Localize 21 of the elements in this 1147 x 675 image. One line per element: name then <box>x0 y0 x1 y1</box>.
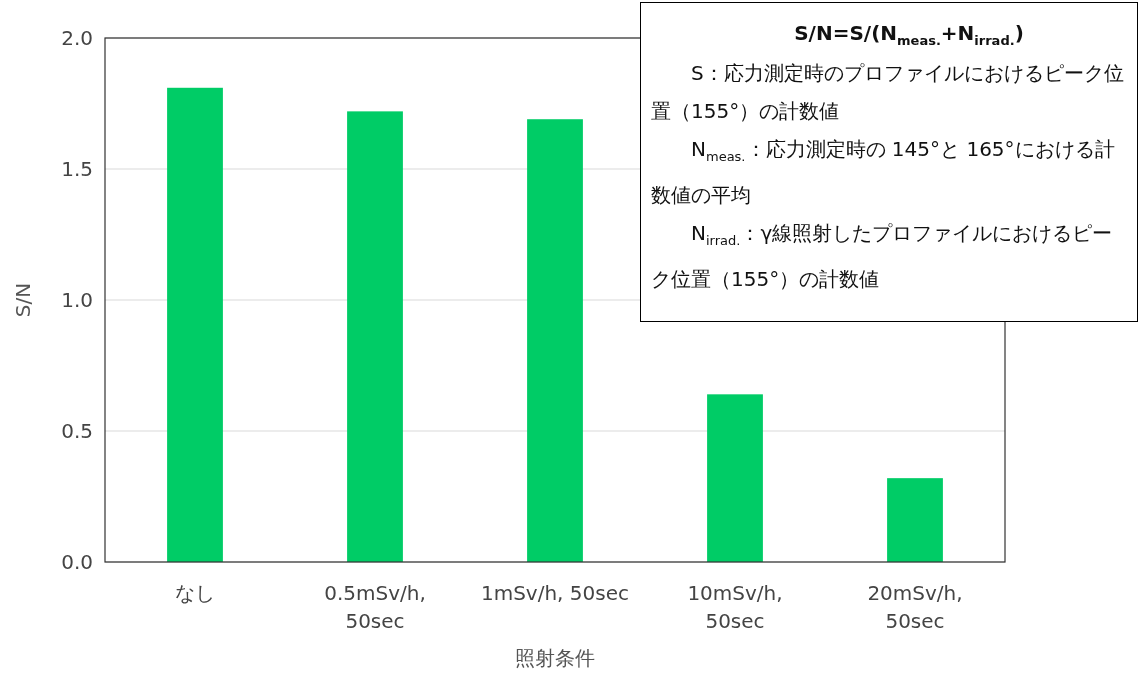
y-tick-label: 0.0 <box>61 550 93 574</box>
y-tick-label: 1.5 <box>61 157 93 181</box>
y-tick-label: 2.0 <box>61 26 93 50</box>
x-axis-title: 照射条件 <box>515 646 595 670</box>
y-tick-label: 1.0 <box>61 288 93 312</box>
bar <box>347 111 403 562</box>
annotation: S：応力測定時のプロファイルにおけるピーク位置（155°）の計数値 <box>651 60 1125 125</box>
x-tick-label: 0.5mSv/h, 50sec <box>324 581 426 633</box>
bar <box>527 119 583 562</box>
x-tick-label: 1mSv/h, 50sec <box>480 581 630 605</box>
bar <box>167 87 223 562</box>
annotation: N$_{meas.}$：応力測定時の 145°と 165°における計数値の平均 <box>651 136 1116 209</box>
annotation: N$_{irrad.}$：γ線照射したプロファイルにおけるピーク位置（155°）の計数値 <box>651 220 1114 293</box>
x-tick-label: なし <box>175 581 215 605</box>
bar <box>707 394 763 562</box>
x-tick-label: 10mSv/h, 50sec <box>687 581 783 633</box>
annotation: S/N=S/(N$_{meas.}$+N$_{irrad.}$) <box>793 21 1025 48</box>
y-axis-title: S/N <box>11 282 35 318</box>
x-tick-label: 20mSv/h, 50sec <box>867 581 963 633</box>
bar <box>887 478 943 562</box>
y-tick-label: 0.5 <box>61 419 93 443</box>
